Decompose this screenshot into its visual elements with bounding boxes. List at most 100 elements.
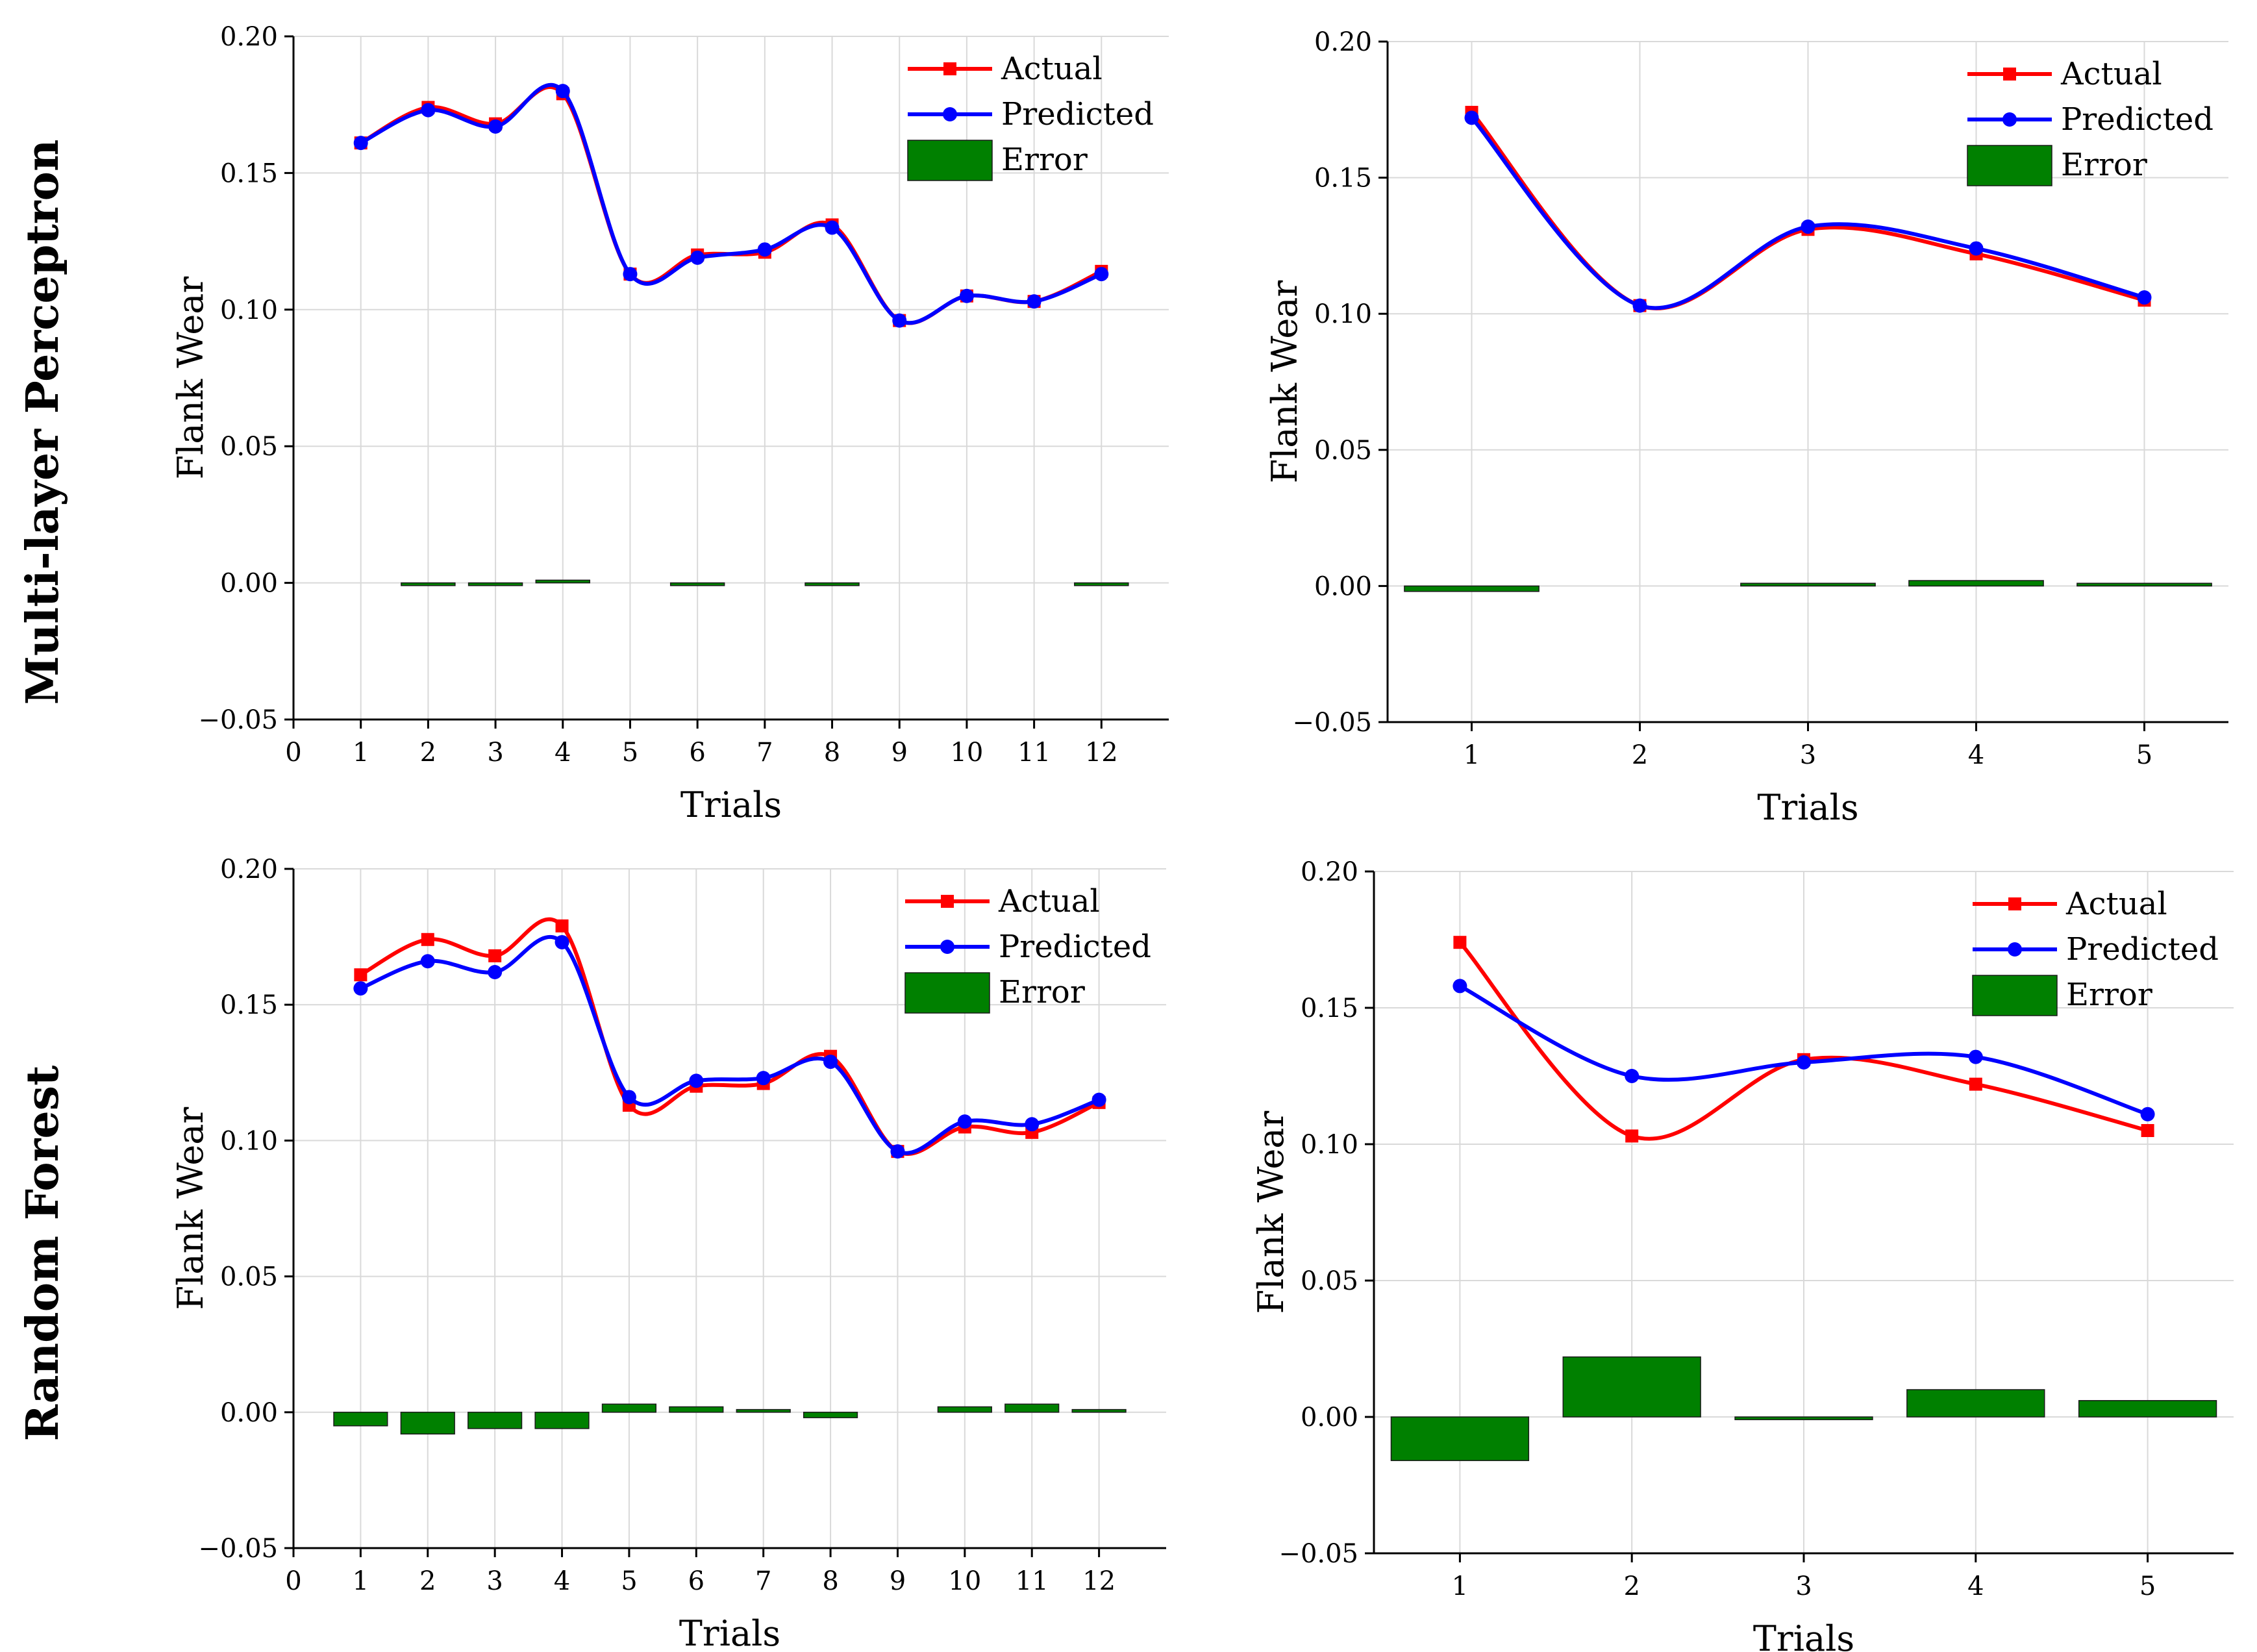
predicted-point <box>621 1090 636 1105</box>
legend-label: Actual <box>1001 51 1103 87</box>
y-axis-title: Flank Wear <box>1251 1110 1291 1314</box>
legend-label: Error <box>1001 142 1088 178</box>
x-tick-label: 2 <box>419 1566 436 1596</box>
x-tick-label: 12 <box>1085 738 1118 768</box>
predicted-point <box>488 964 503 979</box>
legend-marker <box>2008 942 2022 957</box>
error-bar <box>468 582 523 586</box>
error-bar <box>803 1412 858 1418</box>
error-bar <box>401 582 456 586</box>
x-tick-label: 4 <box>1968 740 1984 770</box>
legend-label: Actual <box>998 883 1100 920</box>
predicted-point <box>1464 110 1479 125</box>
y-axis-title: Flank Wear <box>1264 280 1305 483</box>
legend-item-actual: Actual <box>908 51 1103 87</box>
error-bar <box>1390 1416 1530 1461</box>
x-axis-title: Trials <box>679 1613 780 1652</box>
predicted-point <box>421 103 436 118</box>
y-tick-label: 0.05 <box>1314 436 1372 466</box>
legend: Actual Predicted Error <box>1967 56 2213 186</box>
error-bar <box>937 1406 992 1413</box>
y-tick-label: 0.00 <box>220 1398 278 1428</box>
legend-marker <box>943 107 957 121</box>
x-tick-label: 1 <box>1464 740 1480 770</box>
y-tick-label: 0.00 <box>1301 1403 1358 1433</box>
legend-label: Actual <box>2060 56 2162 92</box>
y-tick-label: 0.05 <box>220 1262 278 1292</box>
actual-point <box>555 919 569 932</box>
legend-item-error: Error <box>907 140 1088 181</box>
y-tick-label: 0.00 <box>220 569 278 599</box>
legend-swatch <box>907 140 993 181</box>
error-bar <box>333 1412 388 1427</box>
actual-point <box>2141 1124 2154 1137</box>
legend-swatch <box>1972 975 2058 1016</box>
x-tick-label: 1 <box>1452 1571 1468 1601</box>
error-bar <box>1562 1356 1701 1418</box>
predicted-point <box>1027 294 1041 309</box>
y-tick-label: 0.15 <box>220 158 278 188</box>
series-actual <box>354 85 1108 327</box>
x-tick-label: 7 <box>755 1566 771 1596</box>
legend-item-actual: Actual <box>905 883 1100 920</box>
x-tick-label: 3 <box>1800 740 1816 770</box>
x-axis-title: Trials <box>680 784 782 825</box>
legend-marker <box>2002 112 2017 127</box>
error-bar <box>669 1406 724 1413</box>
error-bar <box>1071 1408 1127 1413</box>
predicted-point <box>825 220 840 235</box>
x-tick-label: 4 <box>555 738 571 768</box>
y-tick-label: 0.00 <box>1314 571 1372 601</box>
predicted-point <box>1094 267 1109 282</box>
legend-marker <box>943 62 956 75</box>
legend: Actual Predicted Error <box>907 51 1154 181</box>
error-bar <box>2078 1400 2217 1418</box>
grid <box>293 36 1169 720</box>
legend-item-predicted: Predicted <box>1967 101 2213 138</box>
predicted-point <box>1091 1092 1106 1107</box>
chart-mlp-training: 0.20 0.15 0.10 0.05 0.00 −0.05 0 1 2 3 4 5 6 7 8 9 10 11 1… <box>0 0 1169 831</box>
predicted-point <box>689 1073 704 1088</box>
y-tick-label: 0.20 <box>1301 857 1358 887</box>
x-tick-label: 5 <box>622 738 638 768</box>
axes: 0.200.150.100.050.00−0.050 1 2 3 4 5 6 7 8 9 10 11 1… <box>198 855 1166 1596</box>
error-bars <box>401 579 1129 586</box>
actual-point <box>488 949 502 962</box>
y-axis-title: Flank Wear <box>170 276 211 479</box>
error-bar <box>1074 582 1129 586</box>
y-tick-label: 0.10 <box>220 1126 278 1156</box>
x-tick-label: 8 <box>824 738 840 768</box>
error-bar <box>535 579 590 584</box>
legend-label: Predicted <box>2061 101 2213 138</box>
x-axis-title: Trials <box>1757 787 1858 828</box>
legend-item-error: Error <box>904 972 1085 1014</box>
chart-rf-testing: 0.20 0.15 0.10 0.05 0.00 −0.05 1 2 3 4 5 Trials Flan… <box>1169 831 2257 1652</box>
error-bars <box>1404 580 2212 592</box>
error-bar <box>400 1412 455 1435</box>
predicted-point <box>623 267 638 282</box>
legend-label: Error <box>2061 147 2147 183</box>
error-bar <box>1404 585 1540 592</box>
x-axis-title: Trials <box>1753 1618 1854 1652</box>
series-line-actual <box>359 917 1100 1156</box>
x-tick-label: 3 <box>1795 1571 1812 1601</box>
predicted-point <box>1453 979 1467 994</box>
x-tick-label: 10 <box>950 738 983 768</box>
y-tick-label: 0.20 <box>220 855 278 884</box>
x-tick-label: 11 <box>1017 738 1051 768</box>
predicted-point <box>757 242 772 257</box>
legend-label: Error <box>2066 977 2152 1013</box>
chart-mlp-testing: 0.20 0.15 0.10 0.05 0.00 −0.05 1 2 3 4 5 Trials Flan… <box>1169 0 2257 831</box>
x-tick-label: 0 <box>285 1566 301 1596</box>
y-tick-label: 0.10 <box>220 295 278 325</box>
legend-item-error: Error <box>1972 975 2152 1016</box>
error-bar <box>804 582 860 586</box>
actual-point <box>421 932 434 946</box>
error-bar <box>601 1403 657 1413</box>
legend-marker <box>2008 897 2021 910</box>
axes: 0.20 0.15 0.10 0.05 0.00 −0.05 1 2 3 4 5 <box>1278 857 2234 1601</box>
predicted-point <box>1969 241 1984 256</box>
error-bar <box>736 1408 791 1413</box>
x-tick-label: 5 <box>621 1566 637 1596</box>
grid <box>1388 41 2228 723</box>
